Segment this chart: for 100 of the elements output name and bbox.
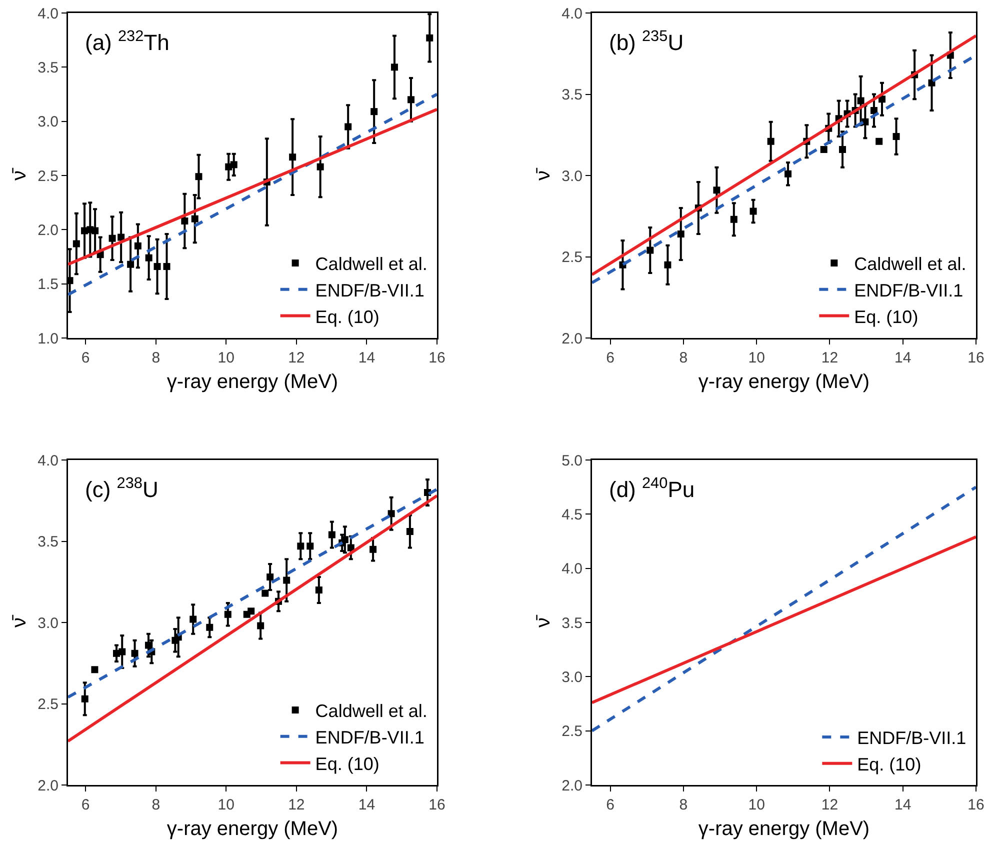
x-tick-label: 10 [218, 350, 234, 366]
point [341, 536, 348, 544]
point [388, 510, 395, 518]
point [306, 542, 314, 550]
x-axis-title: γ-ray energy (MeV) [698, 818, 870, 840]
legend-label: ENDF/B-VII.1 [315, 727, 424, 748]
legend-label: Eq. (10) [857, 754, 922, 774]
x-tick-label: 6 [606, 350, 614, 366]
point [163, 263, 170, 270]
x-tick-label: 14 [894, 796, 912, 814]
y-tick-label: 3.0 [38, 614, 58, 632]
point [713, 186, 720, 194]
x-tick-label: 14 [358, 796, 376, 814]
point [820, 146, 828, 153]
legend-label: Eq. (10) [854, 306, 918, 327]
x-axis-title: γ-ray energy (MeV) [698, 370, 870, 393]
point [677, 230, 684, 238]
point [206, 624, 214, 631]
y-tick-label: 1.5 [38, 276, 58, 294]
point [892, 133, 900, 140]
y-tick-label: 2.5 [38, 696, 58, 713]
y-tick-label: 4.0 [562, 560, 582, 578]
y-tick-label: 3.5 [38, 59, 58, 76]
y-tick-label: 1.0 [38, 330, 58, 348]
x-tick-label: 14 [894, 350, 912, 366]
point [407, 96, 414, 104]
legend-label: ENDF/B-VII.1 [857, 728, 966, 748]
x-tick-label: 8 [679, 350, 688, 366]
y-tick-label: 2.0 [38, 222, 58, 239]
y-tick-label: 4.0 [562, 5, 582, 22]
x-tick-label: 12 [288, 796, 305, 814]
y-axis-title: ν̄ [532, 168, 554, 180]
x-tick-label: 10 [748, 796, 765, 814]
point [876, 138, 883, 145]
y-tick-label: 3.5 [562, 614, 582, 632]
point [190, 616, 197, 623]
point [248, 608, 255, 615]
x-tick-label: 12 [821, 350, 838, 366]
x-tick-label: 14 [358, 350, 376, 366]
point [289, 154, 296, 161]
point [406, 528, 414, 535]
x-tick-label: 16 [968, 796, 984, 814]
point [390, 64, 398, 71]
point [118, 234, 125, 241]
y-tick-label: 4.5 [562, 506, 582, 524]
y-tick-label: 2.5 [562, 249, 582, 266]
point [92, 227, 99, 234]
legend-label: Eq. (10) [315, 306, 380, 327]
y-axis-title: ν̄ [8, 168, 30, 180]
y-tick-label: 3.5 [562, 86, 582, 104]
point [131, 650, 138, 657]
y-tick-label: 4.0 [38, 5, 58, 22]
x-tick-label: 12 [821, 796, 838, 814]
point [283, 576, 290, 584]
text: (d) $^{240}$Pu [609, 475, 695, 502]
point [230, 161, 238, 168]
x-tick-label: 8 [152, 350, 160, 366]
point [870, 107, 878, 114]
point [134, 242, 142, 250]
y-axis-title: ν̄ [532, 614, 554, 628]
legend-label: Caldwell et al. [315, 700, 428, 721]
y-tick-label: 2.5 [38, 168, 58, 185]
point [344, 123, 352, 130]
y-tick-label: 2.5 [562, 723, 582, 740]
point [108, 234, 116, 242]
x-tick-label: 16 [428, 796, 446, 814]
point [262, 590, 269, 597]
point [426, 34, 434, 42]
point [191, 215, 198, 222]
point [750, 208, 757, 215]
point [370, 108, 378, 116]
point [266, 574, 274, 580]
x-tick-label: 16 [428, 350, 446, 366]
x-tick-label: 12 [288, 350, 305, 366]
point [154, 263, 161, 270]
y-tick-label: 2.0 [562, 777, 582, 794]
y-tick-label: 5.0 [562, 452, 582, 470]
y-axis-title: ν̄ [8, 614, 30, 628]
x-tick-label: 8 [152, 796, 160, 814]
point [784, 170, 792, 178]
x-axis-title: γ-ray energy (MeV) [166, 818, 338, 840]
point [328, 531, 336, 538]
point [857, 97, 864, 104]
point [224, 610, 232, 618]
point [72, 240, 80, 248]
legend-label: ENDF/B-VII.1 [315, 280, 424, 300]
point [118, 648, 126, 656]
point [91, 666, 98, 674]
point [315, 586, 322, 594]
y-tick-label: 4.0 [38, 452, 58, 470]
point [316, 163, 324, 170]
x-tick-label: 10 [218, 796, 234, 814]
y-tick-label: 2.0 [38, 777, 58, 794]
legend-label: Caldwell et al. [315, 254, 428, 274]
point [767, 138, 774, 145]
text: (c) $^{238}$U [85, 475, 158, 502]
x-tick-label: 16 [968, 350, 984, 366]
legend-label: ENDF/B-VII.1 [854, 280, 964, 300]
text: (a) $^{232}$Th [85, 28, 170, 56]
point [144, 642, 152, 649]
